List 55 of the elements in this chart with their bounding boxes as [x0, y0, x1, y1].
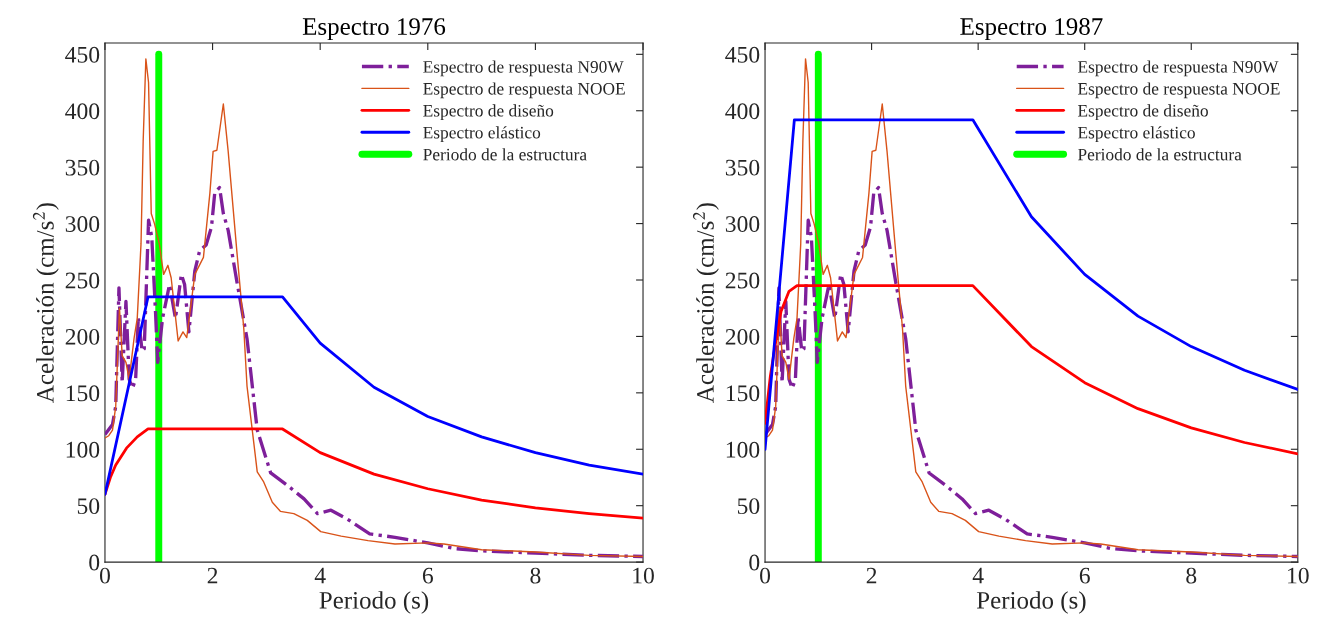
x-tick-label: 4 — [972, 567, 984, 584]
x-tick-label: 6 — [422, 567, 433, 584]
y-tick-label: 0 — [89, 554, 100, 571]
line-series — [765, 118, 1298, 451]
x-tick-label: 6 — [1079, 567, 1090, 584]
y-tick-label: 100 — [66, 441, 100, 458]
line-series — [765, 284, 1298, 456]
y-tick-label: 250 — [65, 272, 100, 289]
y-tick-label: 200 — [725, 328, 760, 345]
line-series — [765, 58, 1298, 558]
chart-title: Espectro 1976 — [302, 18, 446, 41]
line-series — [104, 295, 644, 496]
y-axis-title: Aceleración (cm/s$^{2}$) — [32, 203, 59, 403]
legend-label: Periodo de la estructura — [423, 148, 587, 161]
legend-label: Espectro elástico — [1077, 126, 1195, 143]
y-tick-label: 400 — [65, 103, 100, 120]
y-tick-label: 450 — [65, 46, 100, 63]
x-tick-label: 2 — [866, 567, 877, 584]
legend-label: Espectro de respuesta NOOE — [1077, 82, 1280, 99]
y-tick-label: 400 — [725, 103, 760, 120]
y-tick-label: 100 — [726, 441, 760, 458]
chart-title: Espectro 1987 — [960, 18, 1103, 41]
x-tick-label: 10 — [633, 567, 654, 584]
x-tick-label: 2 — [207, 567, 218, 584]
y-tick-label: 300 — [65, 216, 100, 233]
line-series — [104, 185, 644, 559]
y-tick-label: 200 — [65, 328, 100, 345]
x-tick-label: 4 — [314, 567, 326, 584]
line-series — [765, 185, 1298, 559]
legend-label: Espectro elástico — [423, 126, 541, 143]
y-tick-label: 350 — [725, 159, 760, 176]
x-axis-title: Periodo (s) — [976, 591, 1086, 614]
legend-label: Espectro de respuesta N90W — [423, 60, 624, 77]
legend-label: Periodo de la estructura — [1077, 148, 1242, 161]
x-axis-title: Periodo (s) — [319, 591, 429, 614]
y-tick-label: 250 — [725, 272, 760, 289]
y-tick-label: 450 — [725, 46, 760, 63]
line-series — [104, 58, 644, 558]
x-tick-label: 10 — [1288, 567, 1309, 584]
line-series — [104, 427, 644, 520]
legend-label: Espectro de diseño — [423, 104, 554, 121]
y-tick-label: 150 — [66, 385, 100, 402]
x-tick-label: 0 — [760, 567, 771, 584]
x-tick-label: 8 — [530, 567, 541, 584]
y-tick-label: 350 — [65, 159, 100, 176]
x-tick-label: 8 — [1186, 567, 1197, 584]
y-tick-label: 300 — [725, 216, 760, 233]
legend-label: Espectro de diseño — [1077, 104, 1208, 121]
y-tick-label: 50 — [77, 498, 100, 515]
y-axis-title: Aceleración (cm/s$^{2}$) — [692, 203, 719, 403]
legend-label: Espectro de respuesta N90W — [1077, 60, 1279, 77]
y-tick-label: 150 — [726, 385, 760, 402]
y-tick-label: 50 — [737, 498, 760, 515]
legend-label: Espectro de respuesta NOOE — [423, 82, 625, 99]
y-tick-label: 0 — [749, 554, 760, 571]
